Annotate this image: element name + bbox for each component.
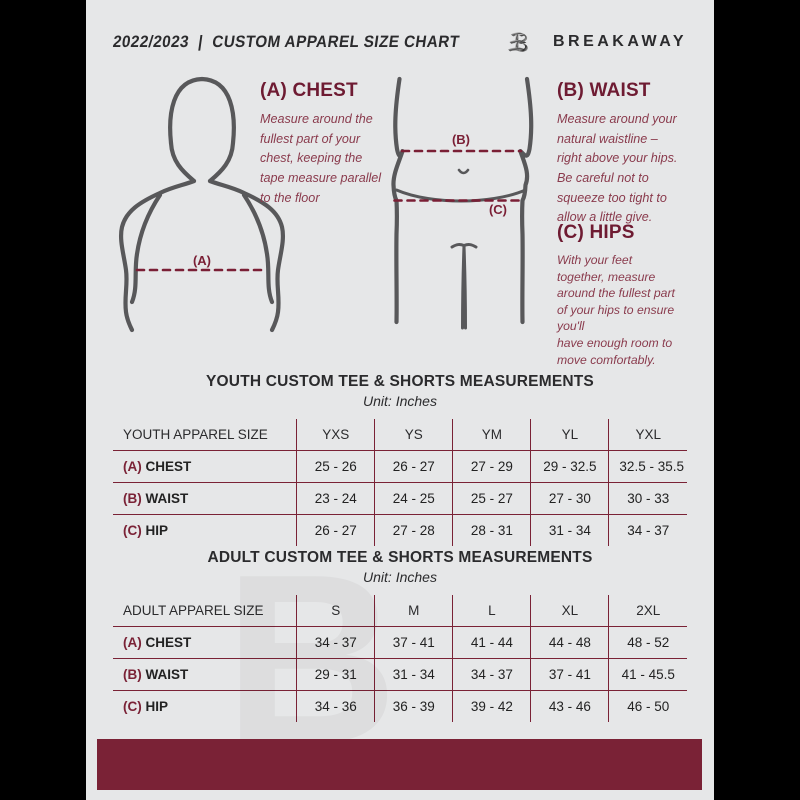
- svg-text:(B): (B): [452, 132, 470, 147]
- svg-text:(A): (A): [193, 253, 211, 268]
- svg-text:(C): (C): [489, 202, 507, 217]
